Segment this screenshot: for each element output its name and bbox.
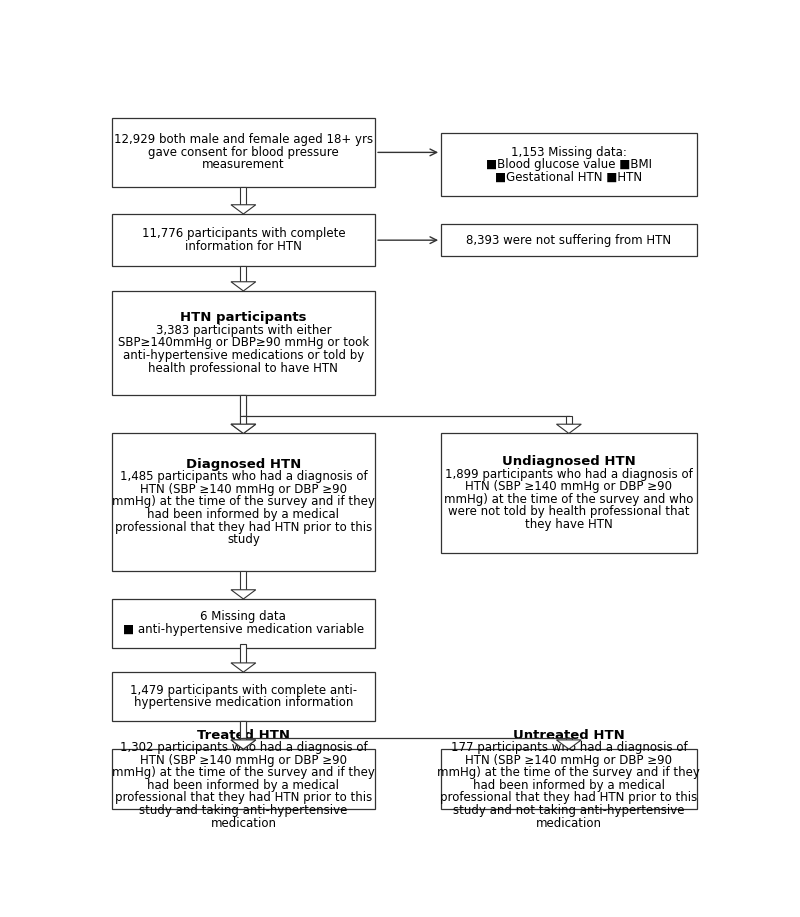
Text: SBP≥140mmHg or DBP≥90 mmHg or took: SBP≥140mmHg or DBP≥90 mmHg or took [118, 337, 369, 349]
FancyBboxPatch shape [112, 117, 375, 187]
Text: 1,153 Missing data:: 1,153 Missing data: [511, 146, 627, 159]
FancyBboxPatch shape [240, 395, 246, 425]
Text: Untreated HTN: Untreated HTN [513, 729, 625, 742]
Text: HTN (SBP ≥140 mmHg or DBP ≥90: HTN (SBP ≥140 mmHg or DBP ≥90 [466, 754, 672, 767]
FancyBboxPatch shape [112, 599, 375, 647]
Text: 6 Missing data: 6 Missing data [201, 611, 286, 624]
Text: had been informed by a medical: had been informed by a medical [147, 508, 339, 521]
FancyBboxPatch shape [441, 133, 697, 196]
Text: had been informed by a medical: had been informed by a medical [473, 779, 665, 792]
Text: hypertensive medication information: hypertensive medication information [134, 696, 353, 709]
Text: professional that they had HTN prior to this: professional that they had HTN prior to … [440, 791, 698, 804]
Text: study and not taking anti-hypertensive: study and not taking anti-hypertensive [453, 804, 685, 817]
Text: Treated HTN: Treated HTN [197, 729, 290, 742]
FancyBboxPatch shape [566, 416, 572, 425]
Text: anti-hypertensive medications or told by: anti-hypertensive medications or told by [122, 349, 364, 362]
Text: 177 participants who had a diagnosis of: 177 participants who had a diagnosis of [450, 741, 687, 755]
Polygon shape [231, 204, 256, 214]
FancyBboxPatch shape [240, 266, 246, 282]
Text: professional that they had HTN prior to this: professional that they had HTN prior to … [114, 521, 372, 534]
FancyBboxPatch shape [112, 291, 375, 395]
Text: HTN (SBP ≥140 mmHg or DBP ≥90: HTN (SBP ≥140 mmHg or DBP ≥90 [466, 481, 672, 493]
Text: Undiagnosed HTN: Undiagnosed HTN [502, 455, 636, 469]
Polygon shape [231, 425, 256, 434]
FancyBboxPatch shape [240, 187, 246, 204]
FancyBboxPatch shape [441, 749, 697, 809]
Polygon shape [557, 425, 582, 434]
Text: HTN (SBP ≥140 mmHg or DBP ≥90: HTN (SBP ≥140 mmHg or DBP ≥90 [140, 754, 347, 767]
Text: mmHg) at the time of the survey and if they: mmHg) at the time of the survey and if t… [112, 495, 375, 508]
FancyBboxPatch shape [240, 721, 246, 737]
Text: HTN participants: HTN participants [180, 312, 306, 325]
Text: mmHg) at the time of the survey and if they: mmHg) at the time of the survey and if t… [438, 767, 700, 779]
Text: ■Blood glucose value ■BMI: ■Blood glucose value ■BMI [486, 159, 652, 171]
Text: they have HTN: they have HTN [525, 518, 613, 531]
FancyBboxPatch shape [240, 644, 246, 663]
Text: study and taking anti-hypertensive: study and taking anti-hypertensive [139, 804, 347, 817]
FancyBboxPatch shape [240, 570, 246, 590]
Text: were not told by health professional that: were not told by health professional tha… [448, 505, 690, 518]
Text: medication: medication [536, 816, 602, 830]
Text: 1,485 participants who had a diagnosis of: 1,485 participants who had a diagnosis o… [119, 470, 367, 483]
FancyBboxPatch shape [240, 721, 246, 740]
Text: professional that they had HTN prior to this: professional that they had HTN prior to … [114, 791, 372, 804]
FancyBboxPatch shape [566, 737, 572, 740]
FancyBboxPatch shape [240, 737, 246, 740]
Text: 11,776 participants with complete: 11,776 participants with complete [142, 227, 345, 240]
Text: measurement: measurement [202, 159, 285, 171]
Text: medication: medication [210, 816, 276, 830]
FancyBboxPatch shape [112, 214, 375, 266]
Polygon shape [231, 282, 256, 291]
Text: ■Gestational HTN ■HTN: ■Gestational HTN ■HTN [495, 171, 642, 183]
Text: HTN (SBP ≥140 mmHg or DBP ≥90: HTN (SBP ≥140 mmHg or DBP ≥90 [140, 483, 347, 496]
Text: 8,393 were not suffering from HTN: 8,393 were not suffering from HTN [466, 234, 671, 247]
FancyBboxPatch shape [441, 434, 697, 553]
Text: 1,899 participants who had a diagnosis of: 1,899 participants who had a diagnosis o… [445, 468, 693, 481]
Polygon shape [231, 590, 256, 599]
Text: Diagnosed HTN: Diagnosed HTN [186, 458, 301, 470]
FancyBboxPatch shape [112, 749, 375, 809]
Polygon shape [231, 663, 256, 672]
Text: information for HTN: information for HTN [185, 240, 302, 253]
Text: gave consent for blood pressure: gave consent for blood pressure [148, 146, 338, 159]
Text: mmHg) at the time of the survey and who: mmHg) at the time of the survey and who [444, 492, 694, 506]
FancyBboxPatch shape [112, 434, 375, 570]
Polygon shape [231, 425, 256, 434]
Text: ■ anti-hypertensive medication variable: ■ anti-hypertensive medication variable [123, 623, 364, 636]
FancyBboxPatch shape [112, 672, 375, 721]
Text: 3,383 participants with either: 3,383 participants with either [155, 324, 331, 337]
Polygon shape [231, 740, 256, 749]
Text: had been informed by a medical: had been informed by a medical [147, 779, 339, 792]
FancyBboxPatch shape [441, 224, 697, 257]
Text: 1,302 participants who had a diagnosis of: 1,302 participants who had a diagnosis o… [119, 741, 367, 755]
Text: mmHg) at the time of the survey and if they: mmHg) at the time of the survey and if t… [112, 767, 375, 779]
FancyBboxPatch shape [240, 395, 246, 416]
Text: 12,929 both male and female aged 18+ yrs: 12,929 both male and female aged 18+ yrs [114, 133, 373, 147]
Text: health professional to have HTN: health professional to have HTN [149, 361, 338, 374]
FancyBboxPatch shape [240, 416, 246, 425]
Text: 1,479 participants with complete anti-: 1,479 participants with complete anti- [130, 683, 357, 697]
Polygon shape [557, 740, 582, 749]
Polygon shape [231, 740, 256, 749]
Text: study: study [227, 533, 260, 547]
